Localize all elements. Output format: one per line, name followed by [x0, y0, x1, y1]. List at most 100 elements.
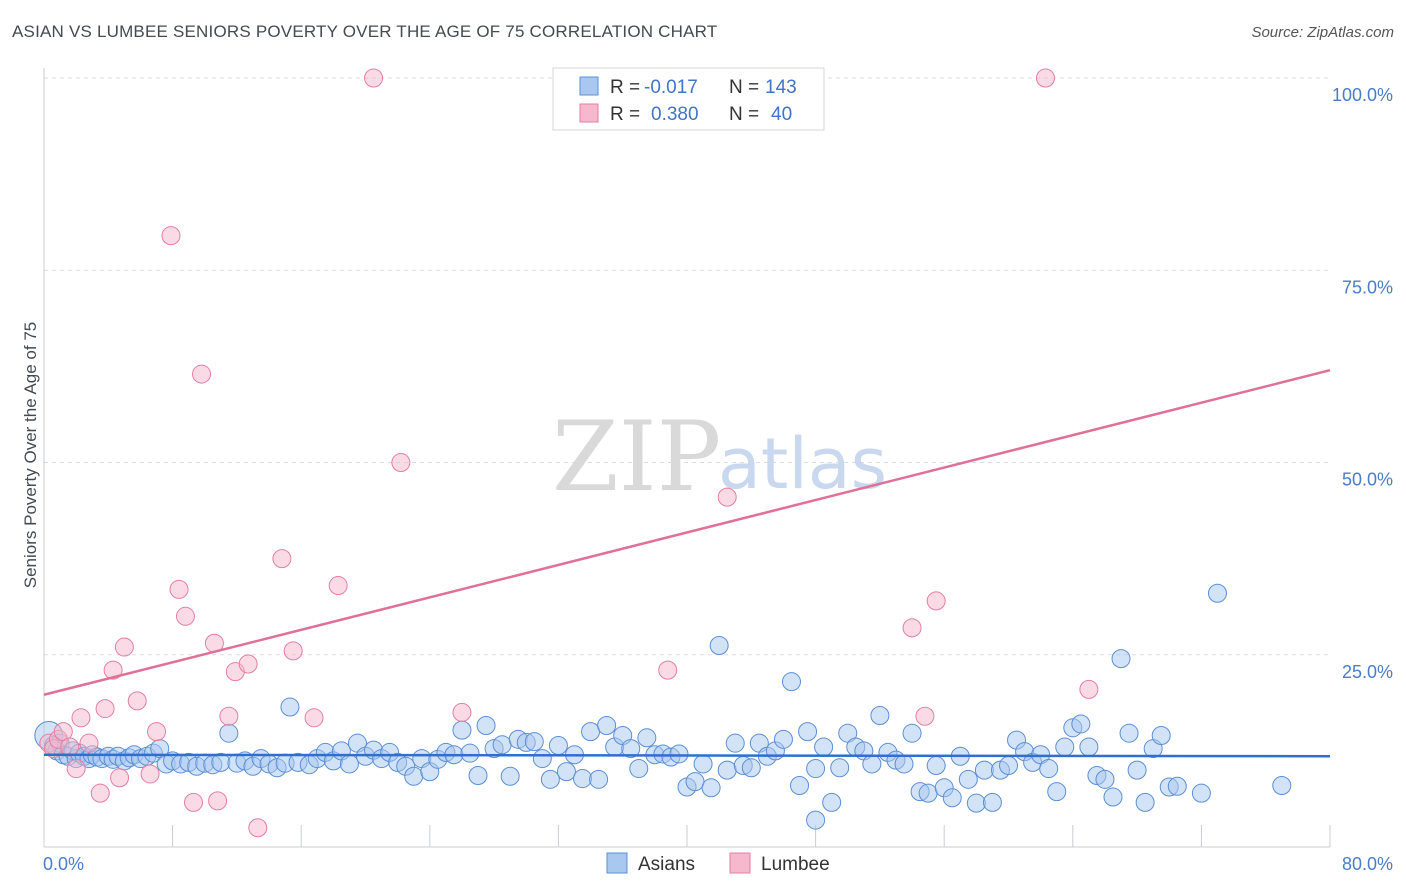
asian-point-150 [1167, 776, 1187, 796]
lumbee-point-28 [283, 641, 303, 661]
legend-lumbee-swatch [579, 103, 599, 123]
chart-title: ASIAN VS LUMBEE SENIORS POVERTY OVER THE… [12, 22, 718, 41]
asian-point-40 [280, 697, 300, 717]
asian-point-61 [452, 720, 472, 740]
series-legend-lumbee-label: Lumbee [761, 854, 830, 875]
lumbee-point-36 [717, 487, 737, 507]
asian-point-141 [1095, 769, 1115, 789]
y-tick-labels: 25.0% 50.0% 75.0% 100.0% [1332, 85, 1393, 682]
lumbee-point-25 [238, 654, 258, 674]
asian-point-154 [806, 810, 826, 830]
lumbee-point-20 [192, 364, 212, 384]
lumbee-point-22 [208, 791, 228, 811]
asian-point-145 [1127, 760, 1147, 780]
asian-point-125 [966, 793, 986, 813]
lumbee-point-14 [140, 764, 160, 784]
asian-point-107 [822, 792, 842, 812]
legend-asian-n-value: 143 [765, 77, 797, 98]
lumbee-point-40 [1035, 68, 1055, 88]
asian-point-142 [1103, 787, 1123, 807]
asian-point-63 [468, 765, 488, 785]
asian-point-73 [548, 735, 568, 755]
asian-point-95 [725, 733, 745, 753]
lumbee-point-32 [391, 453, 411, 472]
x-tick-label-0: 0.0% [43, 854, 84, 874]
asian-point-143 [1111, 649, 1131, 669]
asian-point-146 [1135, 792, 1155, 812]
asian-point-119 [918, 783, 938, 803]
lumbee-point-30 [328, 576, 348, 596]
lumbee-point-18 [175, 606, 195, 626]
asian-point-139 [1079, 737, 1099, 757]
lumbee-point-29 [304, 708, 324, 728]
lumbee-point-37 [902, 618, 922, 638]
x-tick-labels: 0.0% 80.0% [43, 854, 1393, 874]
asian-point-126 [974, 760, 994, 780]
asian-point-113 [870, 706, 890, 726]
asian-point-152 [1207, 583, 1227, 603]
lumbee-point-13 [127, 691, 147, 711]
x-tick-label-1: 80.0% [1342, 854, 1393, 874]
lumbee-point-10 [103, 660, 123, 680]
asian-point-47 [339, 754, 359, 774]
asian-point-135 [1047, 782, 1067, 802]
asian-point-67 [500, 766, 520, 786]
asian-point-66 [492, 735, 512, 755]
asian-point-76 [573, 769, 593, 789]
asian-trend-line [43, 753, 1331, 758]
y-tick-label-2: 75.0% [1342, 277, 1393, 297]
y-tick-label-0: 25.0% [1342, 662, 1393, 682]
lumbee-point-16 [161, 226, 181, 246]
asian-point-79 [597, 715, 617, 735]
asian-point-101 [773, 729, 793, 749]
asian-point-64 [476, 715, 496, 735]
asian-point-91 [693, 754, 713, 774]
lumbee-point-27 [272, 549, 292, 569]
legend-lumbee-r-value: 0.380 [651, 104, 699, 125]
lumbee-point-19 [183, 792, 203, 812]
legend-asian-swatch [579, 76, 599, 96]
trend-lines [43, 369, 1331, 758]
lumbee-point-23 [219, 706, 239, 726]
asian-point-32 [219, 723, 239, 743]
asian-point-108 [830, 758, 850, 778]
asian-point-55 [404, 766, 424, 786]
lumbee-point-35 [658, 660, 678, 680]
series-legend-lumbee-swatch [729, 852, 751, 874]
lumbee-point-7 [79, 733, 99, 753]
asian-point-83 [629, 759, 649, 779]
asian-point-120 [926, 755, 946, 775]
legend-lumbee-n-label: N = [729, 104, 759, 125]
asian-point-116 [894, 754, 914, 774]
grid-lines [44, 77, 1330, 656]
asian-point-117 [902, 723, 922, 743]
asian-point-144 [1119, 723, 1139, 743]
lumbee-point-41 [1079, 679, 1099, 699]
asian-point-62 [460, 743, 480, 763]
legend-asian-n-label: N = [729, 77, 759, 98]
asian-point-122 [942, 788, 962, 808]
asians-points [34, 583, 1292, 830]
asian-point-93 [709, 636, 729, 656]
lumbee-point-6 [71, 708, 91, 728]
asian-point-103 [790, 775, 810, 795]
lumbee-point-33 [452, 702, 472, 722]
lumbee-point-31 [364, 68, 384, 88]
legend-asian-r-value: -0.017 [644, 77, 698, 98]
lumbee-point-17 [169, 579, 189, 599]
asian-point-78 [589, 769, 609, 789]
watermark-atlas: atlas [718, 423, 887, 505]
lumbee-point-12 [114, 637, 134, 657]
asian-point-74 [556, 762, 576, 782]
asian-point-72 [540, 769, 560, 789]
asian-point-94 [717, 760, 737, 780]
asian-point-151 [1191, 783, 1211, 803]
asian-point-104 [798, 722, 818, 742]
asian-point-97 [741, 758, 761, 778]
asian-point-112 [862, 754, 882, 774]
legend-asian-r-label: R = [610, 77, 640, 98]
y-tick-label-3: 100.0% [1332, 85, 1393, 105]
lumbee-point-8 [90, 783, 110, 803]
axes [43, 68, 1331, 848]
